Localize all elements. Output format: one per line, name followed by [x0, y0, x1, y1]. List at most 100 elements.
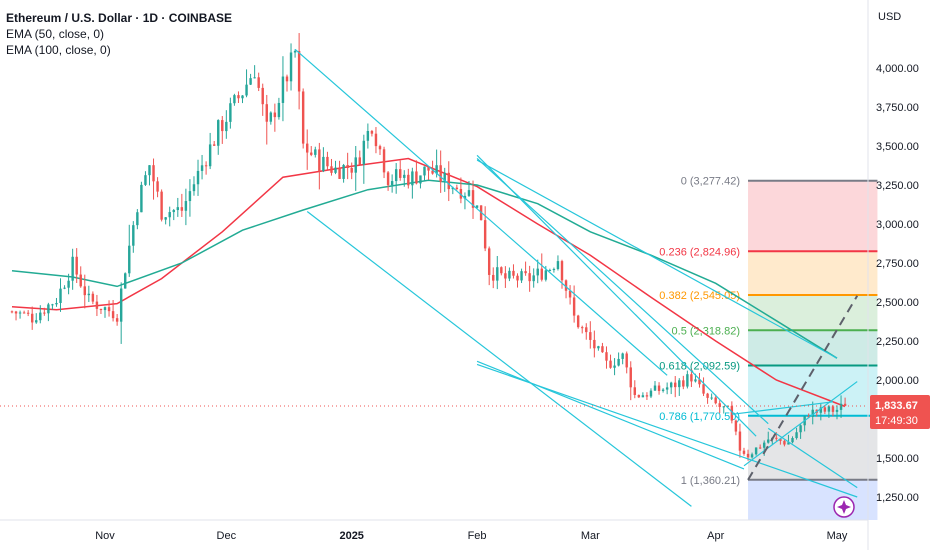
candle-body — [710, 397, 713, 399]
trendline — [306, 211, 692, 507]
price-axis-tick-label: 1,250.00 — [876, 492, 919, 504]
candle-body — [835, 409, 839, 412]
candle-body — [787, 442, 790, 445]
candle-body — [128, 245, 131, 274]
candle-body — [305, 143, 309, 153]
candle-body — [633, 387, 637, 395]
candle-body — [585, 327, 588, 333]
candle-body — [738, 431, 742, 451]
fib-zone — [748, 330, 878, 366]
candle-body — [726, 405, 730, 407]
candle-body — [455, 187, 459, 189]
candle-body — [597, 346, 600, 349]
candle-body — [221, 120, 224, 132]
fib-level-label: 0.236 (2,824.96) — [659, 246, 740, 258]
candle-body — [819, 407, 823, 413]
candle-body — [795, 432, 798, 439]
candle-body — [560, 261, 564, 281]
candle-body — [706, 393, 709, 398]
candle-body — [686, 374, 689, 387]
candle-body — [14, 311, 18, 314]
candle-body — [799, 425, 802, 433]
candle-body — [779, 438, 782, 441]
candle-body — [742, 450, 746, 454]
candle-body — [233, 95, 236, 104]
candle-body — [496, 267, 499, 281]
candle-body — [483, 220, 487, 249]
candle-body — [674, 382, 677, 388]
candle-body — [641, 395, 645, 398]
price-axis-tick-label: 3,750.00 — [876, 102, 919, 114]
candle-body — [839, 403, 843, 410]
candle-body — [285, 76, 289, 82]
price-tag-countdown: 17:49:30 — [875, 415, 918, 427]
candle-body — [192, 184, 196, 192]
candle-body — [593, 339, 596, 349]
candle-body — [621, 353, 624, 359]
time-axis-tick-label: Apr — [707, 530, 724, 542]
candle-body — [172, 210, 175, 213]
candle-body — [423, 166, 426, 176]
ema-lines — [11, 157, 846, 408]
candle-body — [407, 174, 410, 186]
candle-body — [26, 312, 30, 314]
currency-label[interactable]: USD — [878, 11, 902, 23]
candle-body — [827, 406, 831, 412]
price-axis-tick-label: 2,500.00 — [876, 297, 919, 309]
candle-body — [176, 207, 180, 211]
candle-body — [212, 144, 216, 146]
candle-body — [152, 165, 155, 182]
candle-body — [382, 149, 386, 173]
candle-body — [500, 267, 503, 274]
trendline — [767, 427, 858, 489]
candle-body — [589, 332, 592, 340]
candle-body — [168, 212, 171, 218]
candle-body — [467, 190, 471, 196]
candle-body — [568, 290, 572, 298]
sparkle-icon-glyph — [837, 500, 851, 514]
price-tag-box — [870, 394, 930, 429]
candle-body — [338, 167, 341, 179]
candle-body — [281, 76, 285, 103]
candle-body — [148, 165, 151, 176]
trendlines — [0, 48, 868, 507]
chart-legend: Ethereum / U.S. Dollar · 1D · COINBASE E… — [6, 10, 232, 58]
legend-ema50[interactable]: EMA (50, close, 0) — [6, 27, 105, 41]
candle-body — [67, 280, 70, 288]
candle-body — [443, 172, 446, 182]
candle-body — [55, 302, 58, 305]
candle-body — [51, 304, 54, 306]
fib-level-label: 0.618 (2,092.59) — [659, 361, 740, 373]
candle-body — [524, 271, 527, 274]
fibonacci-retracement: 0 (3,277.42) 0.236 (2,824.96) 0.382 (2,545… — [659, 176, 878, 520]
time-axis-tick-label: 2025 — [339, 530, 363, 542]
candle-body — [18, 312, 22, 314]
candle-body — [297, 50, 301, 92]
candle-body — [629, 367, 632, 388]
candle-body — [447, 172, 450, 190]
time-axis-tick-label: Dec — [217, 530, 237, 542]
candle-body — [653, 385, 657, 391]
candle-body — [431, 170, 434, 174]
candle-body — [75, 256, 78, 275]
candle-body — [427, 166, 430, 171]
candle-body — [10, 311, 14, 313]
candle-body — [682, 380, 685, 387]
candle-body — [508, 270, 511, 279]
candle-body — [399, 169, 402, 178]
price-axis-tick-label: 3,500.00 — [876, 141, 919, 153]
candle-body — [200, 165, 204, 171]
time-axis-tick-label: May — [827, 530, 848, 542]
candle-body — [277, 102, 281, 118]
candle-body — [669, 382, 673, 388]
candle-body — [823, 407, 827, 412]
price-axis-tick-label: 4,000.00 — [876, 63, 919, 75]
candle-body — [245, 84, 248, 96]
legend-ema100[interactable]: EMA (100, close, 0) — [6, 43, 111, 57]
candle-body — [536, 268, 539, 276]
candle-body — [334, 167, 337, 173]
price-axis-tick-label: 3,250.00 — [876, 180, 919, 192]
candle-body — [47, 304, 50, 314]
